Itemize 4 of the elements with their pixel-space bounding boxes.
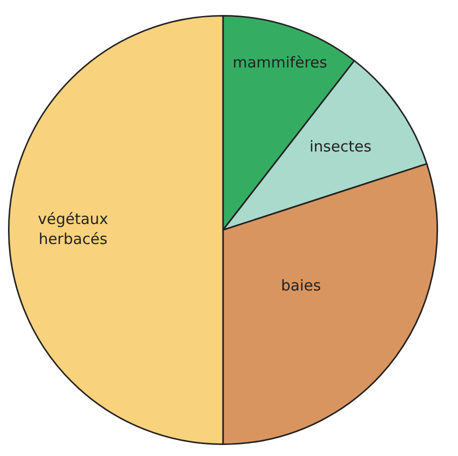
slice-label: végétaux herbacés — [38, 210, 108, 248]
slice-label: mammifères — [232, 54, 328, 72]
slice-label: baies — [281, 276, 322, 295]
slice-label: insectes — [310, 137, 372, 156]
